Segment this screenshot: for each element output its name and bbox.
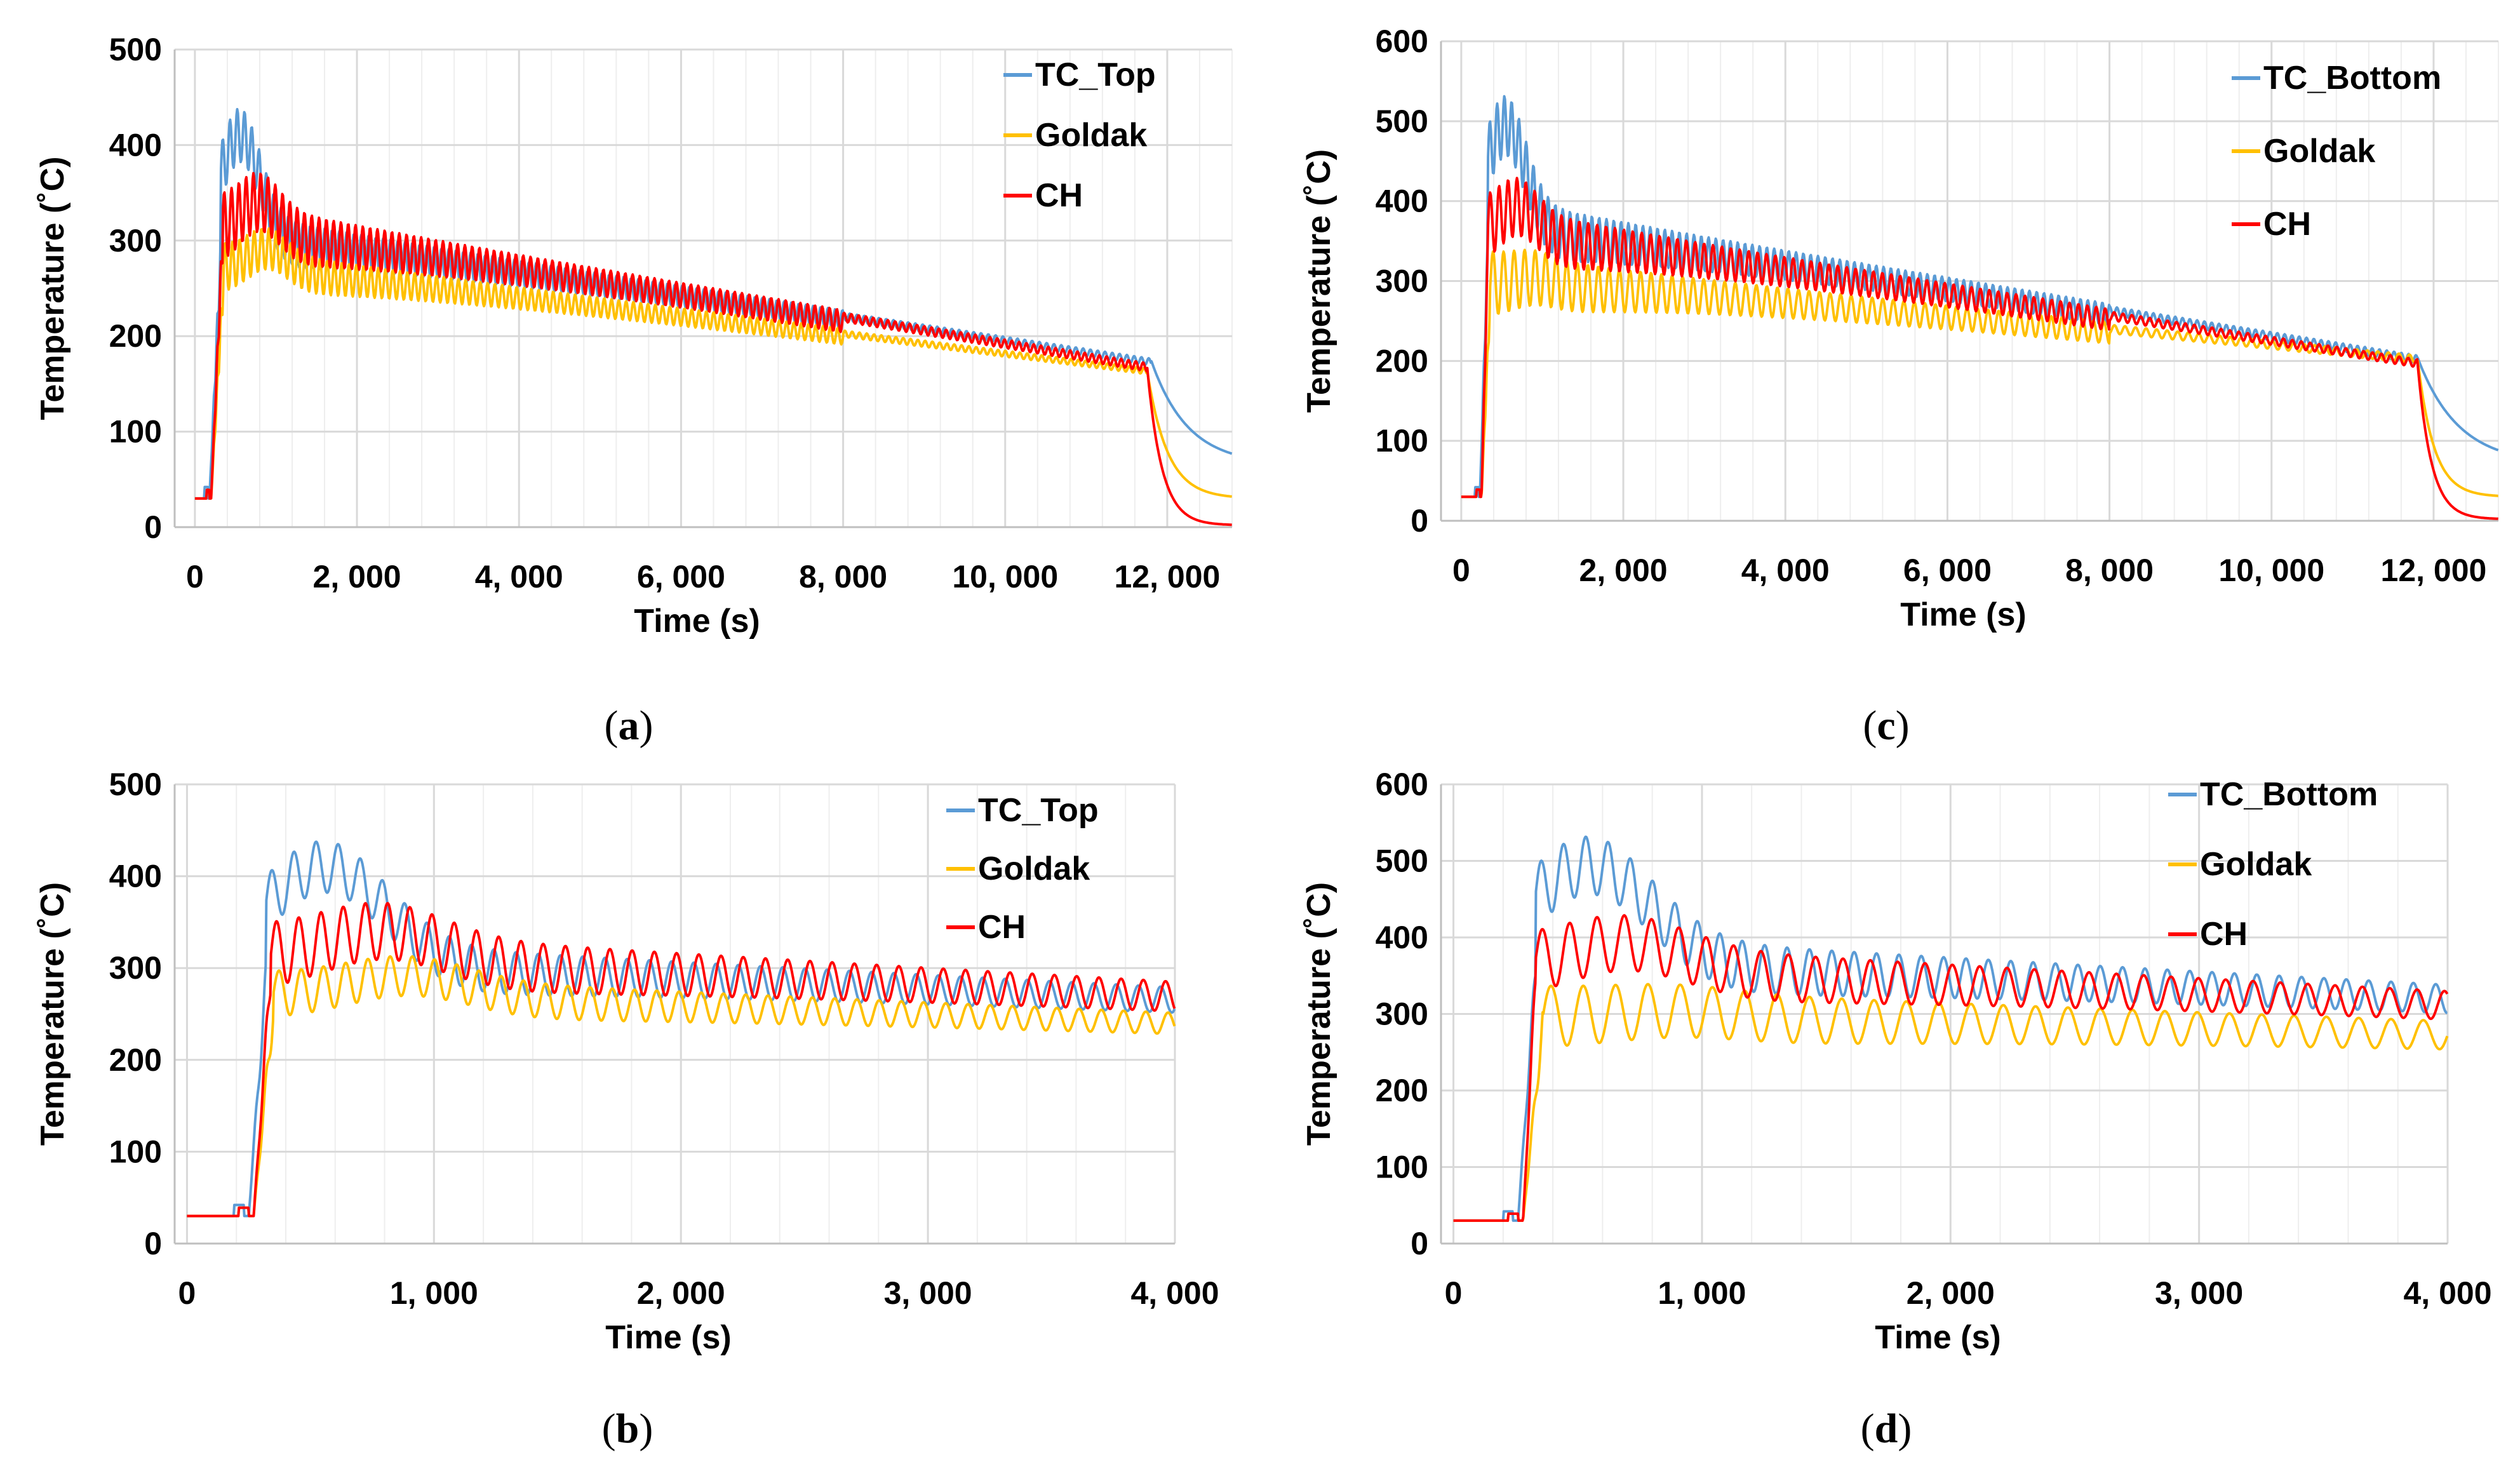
x-axis-label: Time (s) bbox=[1875, 1319, 2001, 1356]
x-tick-label: 1, 000 bbox=[1658, 1275, 1746, 1311]
y-tick-label: 500 bbox=[1376, 843, 1428, 879]
x-tick-label: 10, 000 bbox=[952, 559, 1058, 594]
y-tick-label: 200 bbox=[109, 318, 162, 354]
x-tick-label: 4, 000 bbox=[475, 559, 563, 594]
y-tick-label: 600 bbox=[1376, 767, 1428, 802]
series-line-goldak bbox=[186, 955, 1176, 1218]
y-tick-label: 300 bbox=[1376, 264, 1428, 299]
x-tick-label: 10, 000 bbox=[2218, 553, 2324, 588]
y-tick-label: 400 bbox=[1376, 184, 1428, 219]
x-tick-label: 3, 000 bbox=[2155, 1275, 2243, 1311]
y-tick-label: 0 bbox=[144, 509, 162, 545]
y-tick-label: 200 bbox=[1376, 343, 1428, 379]
legend-entry: CH bbox=[1035, 177, 1083, 214]
legend-entry: Goldak bbox=[1035, 117, 1147, 154]
x-tick-label: 4, 000 bbox=[1741, 553, 1830, 588]
chart-a-svg: 0 100 200 300 400 500 0 2, 000 4, 000 6, 000 8, 00… bbox=[34, 32, 1233, 640]
y-tick-label: 400 bbox=[109, 127, 162, 163]
series-line-goldak bbox=[1452, 983, 2449, 1222]
x-tick-label: 6, 000 bbox=[637, 559, 725, 594]
x-tick-label: 1, 000 bbox=[390, 1275, 478, 1311]
y-axis-label: Temperature (˚C) bbox=[34, 882, 71, 1146]
x-tick-label: 2, 000 bbox=[637, 1275, 725, 1311]
legend-entry: TC_Bottom bbox=[2263, 60, 2441, 97]
x-tick-label: 0 bbox=[178, 1275, 196, 1311]
series-line-ch bbox=[194, 171, 1233, 527]
x-axis-label: Time (s) bbox=[634, 603, 760, 640]
y-tick-label: 500 bbox=[109, 767, 162, 802]
caption-b: (b) bbox=[601, 1406, 653, 1452]
x-tick-label: 3, 000 bbox=[884, 1275, 972, 1311]
x-tick-label: 0 bbox=[1452, 553, 1470, 588]
y-tick-label: 400 bbox=[1376, 920, 1428, 955]
y-tick-label: 300 bbox=[109, 950, 162, 986]
series-line-goldak bbox=[1461, 248, 2499, 499]
caption-d: (d) bbox=[1860, 1406, 1912, 1452]
caption-c: (c) bbox=[1863, 702, 1910, 749]
caption-a: (a) bbox=[604, 702, 653, 749]
x-tick-label: 4, 000 bbox=[1130, 1275, 1219, 1311]
x-tick-label: 2, 000 bbox=[313, 559, 401, 594]
x-tick-label: 0 bbox=[1445, 1275, 1463, 1311]
legend-entry: TC_Top bbox=[978, 792, 1099, 829]
y-tick-label: 500 bbox=[1376, 104, 1428, 139]
chart-c-svg: 0 100 200 300 400 500 600 0 2, 000 4, 000 6, 000 8,… bbox=[1301, 23, 2499, 633]
x-tick-label: 6, 000 bbox=[1903, 553, 1992, 588]
y-tick-label: 0 bbox=[144, 1226, 162, 1261]
x-axis-label: Time (s) bbox=[1900, 596, 2026, 633]
chart-b-svg: 0 100 200 300 400 500 0 1, 000 2, 000 3, 000 4, 00… bbox=[34, 767, 1219, 1356]
x-tick-label: 4, 000 bbox=[2403, 1275, 2491, 1311]
legend-entry: CH bbox=[2200, 916, 2248, 953]
series-line-ch bbox=[186, 902, 1176, 1218]
y-tick-label: 0 bbox=[1411, 1226, 1428, 1261]
y-tick-label: 500 bbox=[109, 32, 162, 67]
y-tick-label: 100 bbox=[109, 1134, 162, 1169]
legend-entry: TC_Top bbox=[1035, 57, 1156, 93]
y-tick-label: 300 bbox=[109, 223, 162, 258]
y-tick-label: 100 bbox=[1376, 1150, 1428, 1185]
y-axis-label: Temperature (˚C) bbox=[1301, 149, 1337, 413]
x-axis-label: Time (s) bbox=[605, 1319, 731, 1356]
y-axis-label: Temperature (˚C) bbox=[1301, 882, 1337, 1146]
y-tick-label: 200 bbox=[1376, 1073, 1428, 1108]
x-tick-label: 0 bbox=[186, 559, 204, 594]
y-tick-label: 300 bbox=[1376, 996, 1428, 1032]
x-tick-label: 8, 000 bbox=[799, 559, 887, 594]
y-tick-label: 100 bbox=[1376, 423, 1428, 459]
series-line-ch bbox=[1452, 914, 2449, 1222]
series-line-tc_bottom bbox=[1452, 835, 2448, 1222]
x-tick-label: 8, 000 bbox=[2065, 553, 2154, 588]
x-tick-label: 12, 000 bbox=[2381, 553, 2487, 588]
legend-entry: TC_Bottom bbox=[2200, 776, 2378, 813]
x-tick-label: 2, 000 bbox=[1579, 553, 1668, 588]
legend-entry: CH bbox=[2263, 206, 2311, 243]
y-tick-label: 100 bbox=[109, 414, 162, 450]
series-line-goldak bbox=[194, 227, 1233, 500]
y-tick-label: 400 bbox=[109, 859, 162, 894]
x-tick-label: 2, 000 bbox=[1907, 1275, 1995, 1311]
legend-entry: Goldak bbox=[2200, 846, 2312, 883]
legend-entry: Goldak bbox=[978, 850, 1090, 887]
series-line-ch bbox=[1461, 177, 2499, 520]
legend-entry: Goldak bbox=[2263, 133, 2375, 170]
legend-entry: CH bbox=[978, 909, 1026, 946]
x-tick-label: 12, 000 bbox=[1115, 559, 1221, 594]
y-tick-label: 200 bbox=[109, 1042, 162, 1078]
y-tick-label: 600 bbox=[1376, 23, 1428, 59]
y-tick-label: 0 bbox=[1411, 503, 1428, 539]
chart-d-svg: 0 100 200 300 400 500 600 0 1, 000 2, 000 3, 000 4,… bbox=[1301, 767, 2492, 1356]
y-axis-label: Temperature (˚C) bbox=[34, 156, 71, 420]
